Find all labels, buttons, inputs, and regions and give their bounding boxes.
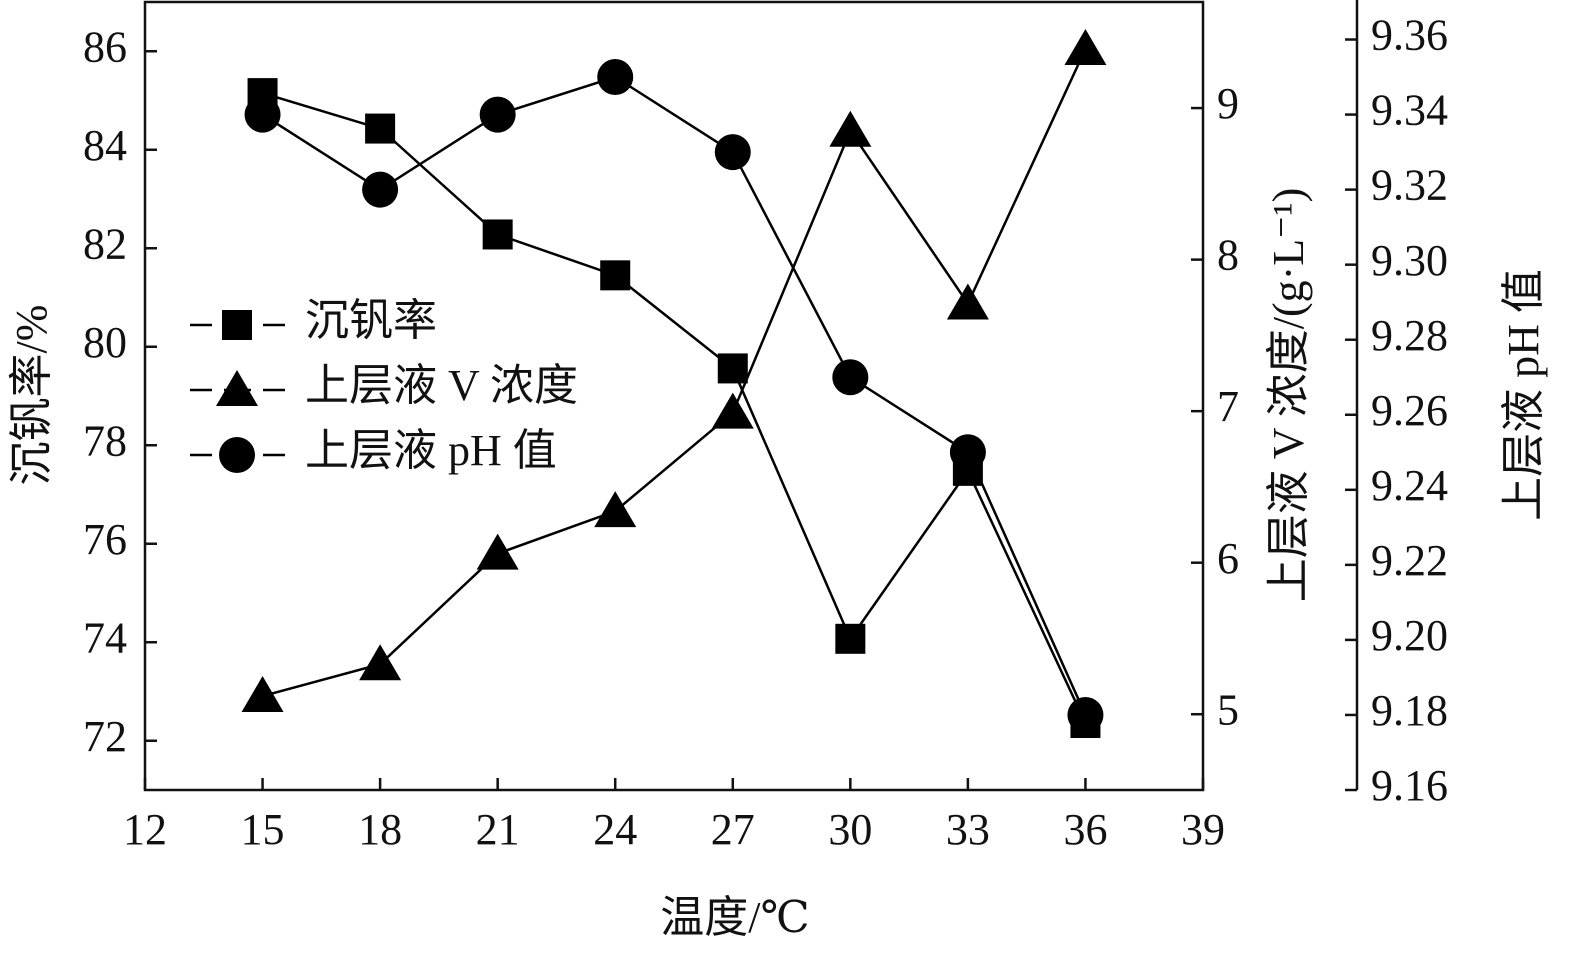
y-tick-label: 72 — [83, 712, 127, 761]
y2-tick-label: 9 — [1217, 79, 1239, 128]
point — [1067, 696, 1104, 733]
y3-tick-label: 9.16 — [1371, 761, 1448, 810]
x-tick-label: 21 — [476, 805, 520, 854]
y-tick-label: 84 — [83, 121, 127, 170]
y3-tick-label: 9.34 — [1371, 86, 1448, 135]
point — [1064, 28, 1107, 65]
point — [600, 260, 631, 291]
plot-frame — [143, 0, 1205, 792]
point — [949, 434, 986, 471]
series-line — [262, 48, 1087, 698]
point — [832, 359, 869, 396]
series-line — [261, 75, 1087, 716]
y-tick-label: 86 — [83, 22, 127, 71]
y-tick-label: 74 — [83, 613, 127, 662]
point — [479, 96, 516, 133]
point — [241, 676, 284, 713]
y3-tick-label: 9.24 — [1371, 461, 1448, 510]
x-tick-label: 12 — [123, 805, 167, 854]
y3-tick-label: 9.28 — [1371, 311, 1448, 360]
point — [476, 533, 519, 570]
point — [244, 96, 281, 133]
point — [714, 134, 751, 171]
point — [482, 219, 513, 250]
y2-tick-label: 6 — [1217, 534, 1239, 583]
x-tick-label: 39 — [1181, 805, 1225, 854]
legend-label: 沉钒率 — [305, 296, 437, 345]
point — [835, 623, 866, 654]
y3-tick-label: 9.22 — [1371, 536, 1448, 585]
point — [711, 392, 754, 429]
x-tick-label: 18 — [358, 805, 402, 854]
x-tick-label: 27 — [711, 805, 755, 854]
legend-marker — [216, 370, 258, 406]
x-tick-label: 15 — [241, 805, 285, 854]
y2-axis-title: 上层液 V 浓度/(g·L⁻¹) — [1264, 188, 1313, 602]
legend-label: 上层液 pH 值 — [305, 426, 557, 475]
y-tick-label: 78 — [83, 416, 127, 465]
y3-tick-label: 9.20 — [1371, 611, 1448, 660]
y3-axis-title: 上层液 pH 值 — [1499, 269, 1548, 521]
y2-tick-label: 7 — [1217, 382, 1239, 431]
point — [717, 353, 748, 384]
y3-tick-label: 9.18 — [1371, 686, 1448, 735]
legend-label: 上层液 V 浓度 — [305, 361, 578, 410]
x-tick-label: 24 — [593, 805, 637, 854]
y3-tick-label: 9.26 — [1371, 386, 1448, 435]
series-line — [262, 91, 1087, 724]
y3-tick-label: 9.32 — [1371, 161, 1448, 210]
x-tick-label: 30 — [828, 805, 872, 854]
point — [946, 283, 989, 320]
y-tick-label: 76 — [83, 515, 127, 564]
point — [594, 491, 637, 528]
legend-marker — [219, 437, 255, 473]
legend-marker — [222, 310, 252, 340]
y3-tick-label: 9.36 — [1371, 11, 1448, 60]
y3-tick-label: 9.30 — [1371, 236, 1448, 285]
x-tick-label: 36 — [1063, 805, 1107, 854]
x-axis-title: 温度/℃ — [660, 893, 809, 942]
y-axis-title: 沉钒率/% — [7, 305, 56, 486]
point — [597, 59, 634, 96]
point — [362, 171, 399, 208]
y2-tick-label: 8 — [1217, 231, 1239, 280]
y-tick-label: 82 — [83, 219, 127, 268]
point — [829, 110, 872, 147]
y-tick-label: 80 — [83, 318, 127, 367]
point — [359, 644, 402, 681]
y2-tick-label: 5 — [1217, 685, 1239, 734]
x-tick-label: 33 — [946, 805, 990, 854]
point — [365, 113, 396, 144]
